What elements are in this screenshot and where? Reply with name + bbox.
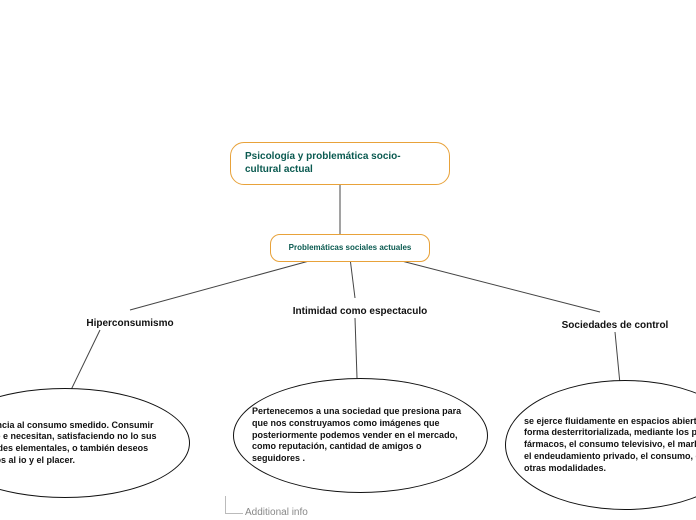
- root-label: Psicología y problemática socio-cultural…: [245, 151, 401, 175]
- branch-detail-text: Pertenecemos a una sociedad que presiona…: [252, 406, 469, 464]
- branch-title-2[interactable]: Sociedades de control: [540, 312, 690, 341]
- branch-title-0[interactable]: Hiperconsumismo: [65, 310, 195, 339]
- root-node[interactable]: Psicología y problemática socio-cultural…: [230, 142, 450, 185]
- additional-info-connector: [225, 496, 243, 514]
- additional-info-label: Additional info: [245, 507, 308, 518]
- branch-detail-text: se ejerce fluidamente en espacios abiert…: [524, 416, 696, 474]
- sub-label: Problemáticas sociales actuales: [289, 243, 412, 252]
- branch-title-1[interactable]: Intimidad como espectaculo: [270, 298, 450, 327]
- branch-detail-2[interactable]: se ejerce fluidamente en espacios abiert…: [505, 380, 696, 510]
- branch-title-label: Hiperconsumismo: [86, 318, 173, 329]
- branch-detail-1[interactable]: Pertenecemos a una sociedad que presiona…: [233, 378, 488, 493]
- branch-detail-0[interactable]: ce referencia al consumo smedido. Consum…: [0, 388, 190, 498]
- branch-detail-text: ce referencia al consumo smedido. Consum…: [0, 420, 171, 467]
- branch-title-label: Intimidad como espectaculo: [293, 306, 427, 317]
- branch-title-label: Sociedades de control: [562, 320, 669, 331]
- sub-node[interactable]: Problemáticas sociales actuales: [270, 234, 430, 262]
